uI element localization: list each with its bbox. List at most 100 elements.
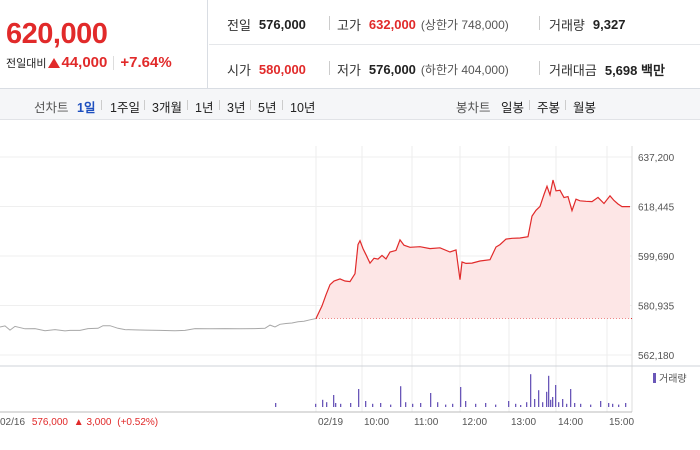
volume-legend-swatch	[653, 373, 656, 383]
volume-bar	[380, 403, 382, 407]
volume-bar	[465, 401, 467, 407]
open-value: 580,000	[258, 62, 306, 77]
change-percent: +7.64%	[120, 54, 172, 71]
tab-3m[interactable]: 3개월	[152, 101, 182, 115]
volume-bar	[412, 403, 414, 407]
current-price: 620,000	[6, 18, 108, 50]
volume-bar	[530, 374, 532, 407]
today-area-fill	[316, 180, 630, 319]
change-amount: 44,000	[61, 54, 108, 71]
summary-header: 620,000 전일대비 44,000 +7.64% 전일 576,000 고가…	[0, 0, 700, 89]
volume-bar	[350, 403, 352, 407]
volume-bar	[526, 402, 528, 407]
prev-day-change: 3,000	[86, 417, 111, 428]
y-tick-label: 599,690	[638, 252, 675, 263]
volume-bar	[365, 401, 367, 407]
volume-legend: 거래량	[653, 373, 687, 385]
volume-bar	[566, 403, 568, 407]
volume-bar	[534, 399, 536, 407]
volume-bar	[340, 403, 342, 407]
volume-value: 9,327	[592, 17, 626, 32]
volume: 거래량 9,327	[549, 15, 625, 34]
upper-limit: (상한가 748,000)	[420, 18, 509, 32]
divider	[539, 16, 540, 30]
prev-day-price: 576,000	[32, 417, 69, 428]
price-box: 620,000 전일대비 44,000 +7.64%	[0, 0, 208, 89]
volume-label: 거래량	[549, 18, 585, 33]
divider	[250, 100, 251, 110]
prev-day-up-icon: ▲	[74, 417, 84, 428]
chart-tabs: 선차트 1일 1주일 3개월 1년 3년 5년 10년 봉차트 일봉 주봉 월봉	[0, 89, 700, 120]
divider	[113, 55, 115, 70]
divider	[329, 16, 330, 30]
volume-bar	[552, 397, 554, 407]
volume-bar	[437, 402, 439, 407]
volume-bar	[390, 404, 392, 407]
volume-bar	[315, 403, 317, 407]
divider	[101, 100, 102, 110]
lower-limit: (하한가 404,000)	[420, 63, 509, 77]
divider	[565, 100, 566, 110]
volume-bar	[562, 399, 564, 407]
open: 시가 580,000	[227, 60, 306, 79]
change-label: 전일대비	[6, 57, 47, 70]
y-axis-labels: 637,200 618,445 599,690 580,935 562,180	[638, 153, 675, 362]
volume-bar	[542, 402, 544, 407]
volume-bar	[548, 375, 550, 407]
svg-text:02/16 576,000 ▲: 02/16 576,000 ▲ 3,000 (+0.52%)	[0, 417, 158, 428]
volume-bar	[358, 389, 360, 407]
tab-1y[interactable]: 1년	[195, 101, 214, 115]
today-series-line	[315, 179, 630, 319]
y-tick-label: 580,935	[638, 302, 675, 313]
volume-bar	[555, 385, 557, 407]
volume-bar	[485, 403, 487, 407]
x-tick-label: 14:00	[558, 417, 583, 428]
volume-bar	[618, 404, 620, 407]
volume-legend-label: 거래량	[659, 373, 687, 385]
tab-monthly-candle[interactable]: 월봉	[573, 101, 597, 115]
prev-close-label: 전일	[227, 18, 251, 33]
volume-bar	[625, 403, 627, 407]
change-row: 전일대비 44,000 +7.64%	[6, 54, 172, 71]
volume-bar	[495, 404, 497, 407]
low-label: 저가	[337, 63, 361, 78]
trade-value-value: 5,698 백만	[604, 63, 665, 78]
volume-bar	[420, 403, 422, 407]
volume-bar	[538, 390, 540, 407]
x-tick-label: 10:00	[364, 417, 389, 428]
prev-day-date: 02/16	[0, 417, 25, 428]
volume-bar	[612, 403, 614, 407]
divider	[282, 100, 283, 110]
divider	[144, 100, 145, 110]
volume-bar	[590, 404, 592, 407]
volume-bar	[558, 402, 560, 407]
volume-bar	[515, 403, 517, 407]
volume-bar	[335, 403, 337, 407]
tab-5y[interactable]: 5년	[258, 101, 277, 115]
tab-daily-candle[interactable]: 일봉	[501, 101, 525, 115]
tab-3y[interactable]: 3년	[227, 101, 246, 115]
volume-bar	[400, 386, 402, 407]
y-tick-label: 562,180	[638, 351, 675, 362]
y-tick-label: 618,445	[638, 203, 675, 214]
volume-bar	[546, 391, 548, 407]
price-chart[interactable]: 637,200 618,445 599,690 580,935 562,180 02/1…	[0, 120, 700, 450]
divider	[529, 100, 530, 110]
volume-bar	[275, 403, 277, 407]
x-tick-label: 13:00	[511, 417, 536, 428]
prev-close: 전일 576,000	[227, 15, 306, 34]
price-info-grid: 전일 576,000 고가 632,000 (상한가 748,000) 거래량 …	[209, 0, 700, 89]
volume-bar	[445, 404, 447, 407]
volume-bar	[608, 403, 610, 407]
volume-bar	[570, 389, 572, 407]
volume-bar	[405, 402, 407, 407]
tab-weekly-candle[interactable]: 주봉	[537, 101, 561, 115]
tab-1w[interactable]: 1주일	[110, 101, 140, 115]
candle-chart-label: 봉차트	[456, 101, 491, 115]
prev-close-value: 576,000	[258, 17, 306, 32]
tab-1d[interactable]: 1일	[77, 101, 96, 115]
volume-bar	[326, 402, 328, 407]
volume-bar	[460, 387, 462, 407]
low-value: 576,000	[368, 62, 416, 77]
tab-10y[interactable]: 10년	[290, 101, 316, 115]
